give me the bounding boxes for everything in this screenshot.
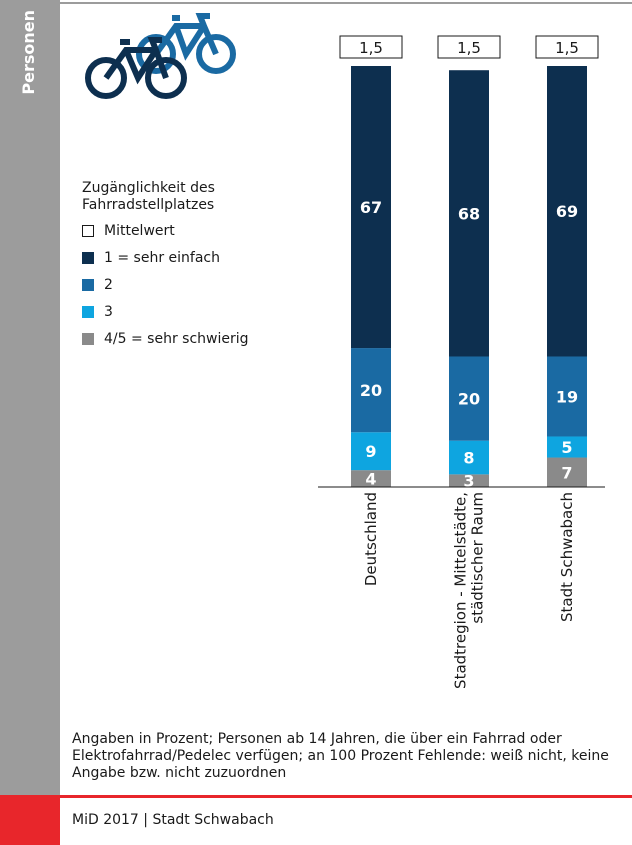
mean-value: 1,5 <box>457 39 481 57</box>
legend-title: Zugänglichkeit des Fahrradstellplatzes <box>82 180 215 213</box>
legend-item-mean: Mittelwert <box>82 223 175 239</box>
legend-label: Mittelwert <box>104 223 175 239</box>
mean-box <box>437 35 501 59</box>
bar-segment <box>351 470 391 487</box>
data-label: 69 <box>556 202 578 221</box>
data-label: 19 <box>556 387 578 406</box>
data-label: 4 <box>365 470 376 489</box>
stacked-bar-chart: 4 9 20 67 1,5 Deutschland 3 8 20 68 1,5 Stadtregion… <box>318 35 605 689</box>
legend-swatch <box>82 306 94 318</box>
mean-value: 1,5 <box>359 39 383 57</box>
legend-item-2: 2 <box>82 277 113 293</box>
legend-swatch <box>82 333 94 345</box>
legend-swatch <box>82 225 94 237</box>
category-label-line: Stadtregion - Mittelstädte, <box>452 492 470 689</box>
category-label: Deutschland <box>362 492 380 586</box>
mean-value: 1,5 <box>555 39 579 57</box>
bicycles-icon <box>85 13 236 99</box>
data-label: 9 <box>365 442 376 461</box>
bar-segment <box>449 474 489 487</box>
bar-segment <box>547 457 587 487</box>
data-label: 20 <box>360 381 382 400</box>
mean-box <box>535 35 599 59</box>
bar-segment <box>547 356 587 437</box>
data-label: 20 <box>458 390 480 409</box>
category-label: Stadt Schwabach <box>558 492 576 622</box>
bar-segment <box>449 440 489 475</box>
data-label: 67 <box>360 198 382 217</box>
data-label: 3 <box>463 472 474 491</box>
legend-item-4-5: 4/5 = sehr schwierig <box>82 331 249 347</box>
legend-item-3: 3 <box>82 304 113 320</box>
legend-label: 1 = sehr einfach <box>104 250 220 266</box>
mean-box <box>339 35 403 59</box>
legend-item-1: 1 = sehr einfach <box>82 250 220 266</box>
category-label: Stadtregion - Mittelstädte, städtischer R… <box>452 492 487 689</box>
footer-red-block <box>0 795 60 845</box>
bar-segment <box>351 66 391 349</box>
top-rule <box>60 2 632 4</box>
data-label: 5 <box>561 438 572 457</box>
bar-segment <box>449 70 489 357</box>
bar-segment <box>351 348 391 433</box>
footer-source: MiD 2017 | Stadt Schwabach <box>72 812 274 828</box>
bar-segment <box>547 66 587 357</box>
side-strip: Personen <box>0 0 60 795</box>
legend-label: 2 <box>104 277 113 293</box>
data-label: 7 <box>561 463 572 482</box>
footer-red-line <box>60 795 632 798</box>
legend-label: 4/5 = sehr schwierig <box>104 331 249 347</box>
category-label-line: städtischer Raum <box>469 492 487 624</box>
legend-swatch <box>82 279 94 291</box>
bar-segment <box>449 356 489 441</box>
category-label-line: Deutschland <box>362 492 380 586</box>
legend-swatch <box>82 252 94 264</box>
bar-segment <box>351 432 391 471</box>
bar-segment <box>547 436 587 458</box>
category-label-line: Stadt Schwabach <box>558 492 576 622</box>
data-label: 68 <box>458 204 480 223</box>
data-label: 8 <box>463 449 474 468</box>
legend-label: 3 <box>104 304 113 320</box>
footnote: Angaben in Prozent; Personen ab 14 Jahre… <box>72 731 609 781</box>
